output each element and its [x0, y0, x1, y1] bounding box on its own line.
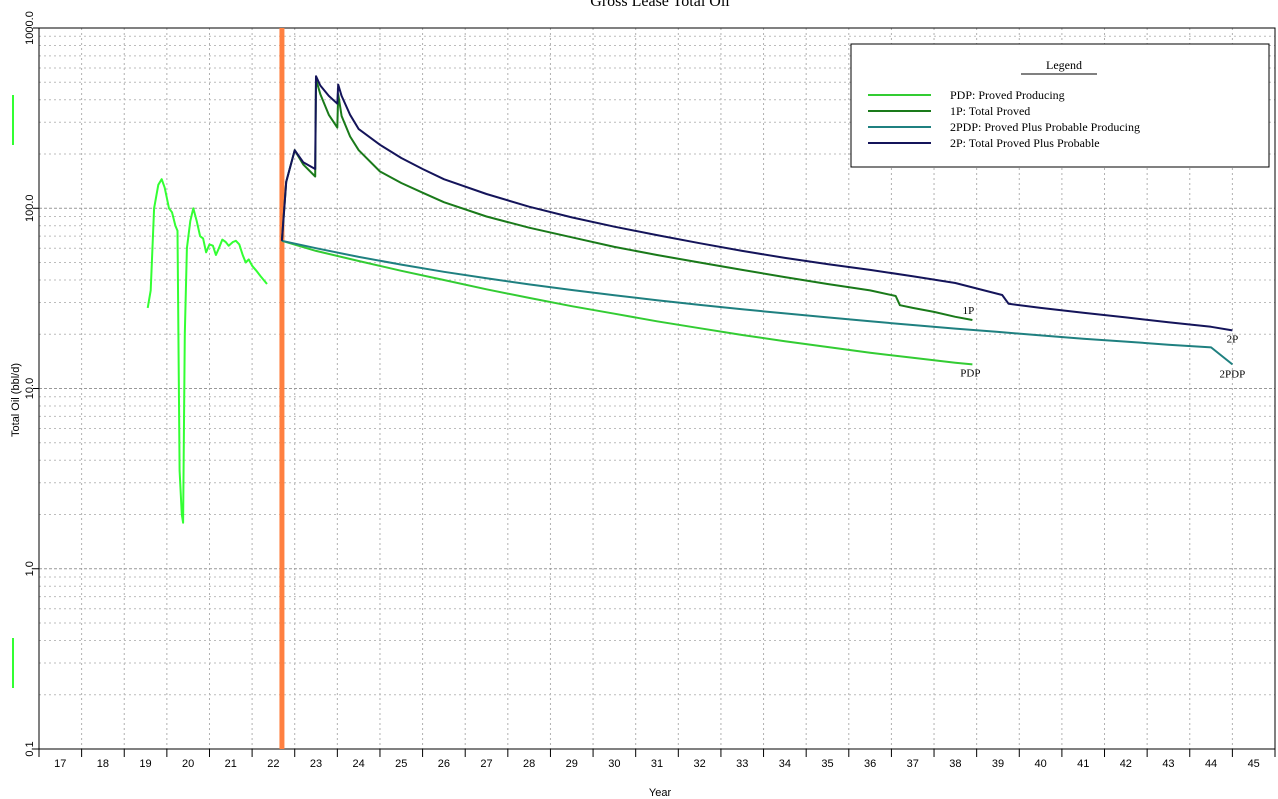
x-tick-label: 45 — [1248, 758, 1260, 770]
x-tick-label: 29 — [566, 758, 578, 770]
axes — [33, 27, 1276, 757]
legend-box — [850, 43, 1270, 168]
series-end-label: 2PDP — [1220, 368, 1246, 380]
x-tick-label: 33 — [736, 758, 748, 770]
x-tick-label: 34 — [779, 758, 791, 770]
legend-entry-label: 2PDP: Proved Plus Probable Producing — [950, 120, 1140, 134]
historical-line — [146, 178, 268, 524]
x-tick-label: 35 — [821, 758, 833, 770]
x-tick-label: 32 — [693, 758, 705, 770]
legend-title: Legend — [1046, 58, 1082, 72]
x-tick-label: 30 — [608, 758, 620, 770]
x-tick-label: 24 — [353, 758, 365, 770]
plot-frame — [38, 27, 1276, 750]
x-tick-label: 23 — [310, 758, 322, 770]
series-line-1p — [280, 78, 973, 321]
y-tick-label: 100.0 — [24, 194, 36, 222]
x-tick-label: 31 — [651, 758, 663, 770]
x-tick-label: 17 — [54, 758, 66, 770]
series-end-label: 2P — [1227, 333, 1239, 345]
series-end-label: 1P — [963, 305, 975, 317]
y-axis-label: Total Oil (bbl/d) — [10, 363, 22, 437]
legend: Legend PDP: Proved Producing 1P: Total Pro… — [850, 43, 1270, 168]
legend-entry-label: PDP: Proved Producing — [950, 88, 1065, 102]
series-line-2p — [280, 75, 1233, 332]
x-tick-label: 42 — [1120, 758, 1132, 770]
x-tick-label: 26 — [438, 758, 450, 770]
series-end-label: PDP — [960, 367, 980, 379]
x-tick-label: 27 — [480, 758, 492, 770]
x-tick-label: 25 — [395, 758, 407, 770]
x-tick-label: 40 — [1034, 758, 1046, 770]
x-tick-label: 21 — [225, 758, 237, 770]
series-lines: PDP 1P 2PDP 2P — [146, 28, 1246, 749]
x-tick-label: 19 — [139, 758, 151, 770]
y-tick-label: 0.1 — [24, 741, 36, 756]
x-tick-label: 22 — [267, 758, 279, 770]
x-tick-label: 38 — [949, 758, 961, 770]
legend-entry-label: 2P: Total Proved Plus Probable — [950, 136, 1100, 150]
x-tick-label: 43 — [1162, 758, 1174, 770]
series-line-pdp — [281, 239, 973, 366]
x-axis-label: Year — [649, 787, 672, 799]
x-tick-label: 28 — [523, 758, 535, 770]
x-tick-label: 20 — [182, 758, 194, 770]
series-line-2pdp — [281, 239, 1234, 366]
y-tick-label: 1000.0 — [24, 11, 36, 45]
y-tick-label: 1.0 — [24, 561, 36, 576]
x-tick-label: 37 — [907, 758, 919, 770]
tick-labels: 17 18 19 20 21 22 23 24 25 26 27 28 29 30 31 32 33 34 35 36… — [24, 11, 1260, 770]
x-tick-label: 41 — [1077, 758, 1089, 770]
x-tick-label: 36 — [864, 758, 876, 770]
legend-entry-label: 1P: Total Proved — [950, 104, 1030, 118]
x-tick-label: 39 — [992, 758, 1004, 770]
chart-title: Gross Lease Total Oil — [590, 0, 730, 10]
x-tick-label: 44 — [1205, 758, 1217, 770]
x-tick-label: 18 — [97, 758, 109, 770]
y-tick-label: 10.0 — [24, 378, 36, 399]
